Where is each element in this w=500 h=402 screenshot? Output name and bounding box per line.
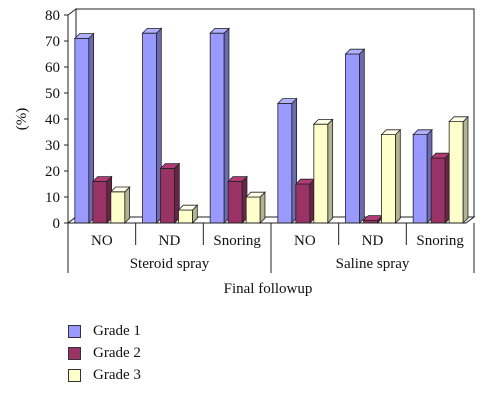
bar-front bbox=[381, 134, 396, 224]
bar bbox=[109, 186, 131, 224]
bar bbox=[177, 204, 199, 224]
bar bbox=[430, 152, 451, 224]
bar-front bbox=[245, 196, 261, 224]
bar-top bbox=[344, 48, 366, 55]
bar-front bbox=[277, 103, 293, 224]
bars bbox=[73, 27, 469, 224]
legend-item-grade-2: Grade 2 bbox=[68, 342, 141, 364]
bar-side bbox=[359, 48, 365, 224]
bar-top bbox=[109, 186, 131, 193]
bar-front bbox=[92, 180, 108, 224]
bar-front bbox=[74, 38, 90, 224]
bar-front bbox=[110, 191, 126, 224]
bar-top bbox=[91, 176, 113, 182]
bar-top bbox=[141, 27, 163, 34]
bar bbox=[412, 128, 433, 224]
y-tick-label: 80 bbox=[45, 8, 60, 24]
bar-top bbox=[448, 116, 469, 122]
bar-top bbox=[209, 27, 230, 34]
bar-front bbox=[345, 53, 360, 224]
y-tick-label: 70 bbox=[45, 34, 60, 50]
bar bbox=[362, 214, 384, 224]
bar bbox=[344, 48, 366, 224]
bar bbox=[276, 97, 298, 224]
bar-front bbox=[448, 121, 464, 224]
y-axis: 0 10 20 30 40 50 60 70 80 bbox=[45, 8, 69, 232]
bar bbox=[141, 27, 163, 224]
y-tick-label: 30 bbox=[45, 138, 60, 154]
y-tick-label: 50 bbox=[45, 86, 60, 102]
x-tick-label: ND bbox=[159, 233, 181, 249]
bar bbox=[209, 27, 230, 224]
x-group-label: Steroid spray bbox=[130, 256, 210, 272]
bar-front bbox=[430, 157, 446, 224]
y-tick-label: 20 bbox=[45, 164, 60, 180]
legend-swatch bbox=[68, 324, 81, 338]
legend: Grade 1 Grade 2 Grade 3 bbox=[68, 320, 141, 386]
y-tick-label: 60 bbox=[45, 60, 60, 76]
x-group-label: Saline spray bbox=[336, 256, 410, 272]
legend-item-grade-1: Grade 1 bbox=[68, 320, 141, 342]
bar-front bbox=[209, 32, 225, 224]
legend-swatch bbox=[68, 368, 81, 382]
bar-top bbox=[276, 98, 298, 104]
bar-front bbox=[227, 180, 243, 224]
x-tick-label: Snoring bbox=[416, 233, 464, 249]
bar-top bbox=[380, 129, 402, 136]
legend-label: Grade 3 bbox=[93, 366, 141, 383]
bar-top bbox=[227, 176, 248, 182]
bar-side bbox=[395, 128, 401, 224]
bar-top bbox=[245, 191, 266, 198]
bar-top bbox=[412, 129, 433, 136]
bar-front bbox=[295, 183, 311, 224]
x-tick-label: ND bbox=[362, 233, 384, 249]
bar-side bbox=[327, 118, 334, 224]
y-tick-label: 10 bbox=[45, 190, 60, 206]
bar-side bbox=[462, 115, 469, 224]
bar-top bbox=[159, 163, 181, 169]
bar bbox=[91, 175, 113, 224]
legend-label: Grade 1 bbox=[93, 322, 141, 339]
x-tick-label: NO bbox=[91, 233, 113, 249]
bar bbox=[227, 175, 248, 224]
bar-top bbox=[177, 204, 199, 211]
legend-swatch bbox=[68, 346, 81, 360]
bar-front bbox=[178, 209, 193, 224]
legend-item-grade-3: Grade 3 bbox=[68, 364, 141, 386]
bar bbox=[448, 115, 469, 224]
bar bbox=[380, 128, 402, 224]
bar-top bbox=[73, 33, 95, 39]
y-axis-label: (%) bbox=[14, 108, 30, 131]
x-tick-label: Snoring bbox=[213, 233, 261, 249]
legend-label: Grade 2 bbox=[93, 344, 141, 361]
y-tick-label: 0 bbox=[53, 216, 61, 232]
bar-front bbox=[160, 167, 175, 224]
x-axis-label: Final followup bbox=[224, 281, 313, 297]
y-tick-label: 40 bbox=[45, 112, 60, 128]
bar bbox=[312, 118, 334, 224]
bar bbox=[159, 162, 181, 224]
bar-front bbox=[313, 123, 329, 224]
bar bbox=[245, 191, 266, 224]
bar-side bbox=[124, 186, 131, 224]
bar-front bbox=[142, 32, 157, 224]
bar bbox=[73, 32, 95, 224]
bar bbox=[294, 178, 316, 224]
bar-front bbox=[412, 134, 428, 224]
bar-top bbox=[312, 119, 334, 125]
x-tick-label: NO bbox=[294, 233, 316, 249]
